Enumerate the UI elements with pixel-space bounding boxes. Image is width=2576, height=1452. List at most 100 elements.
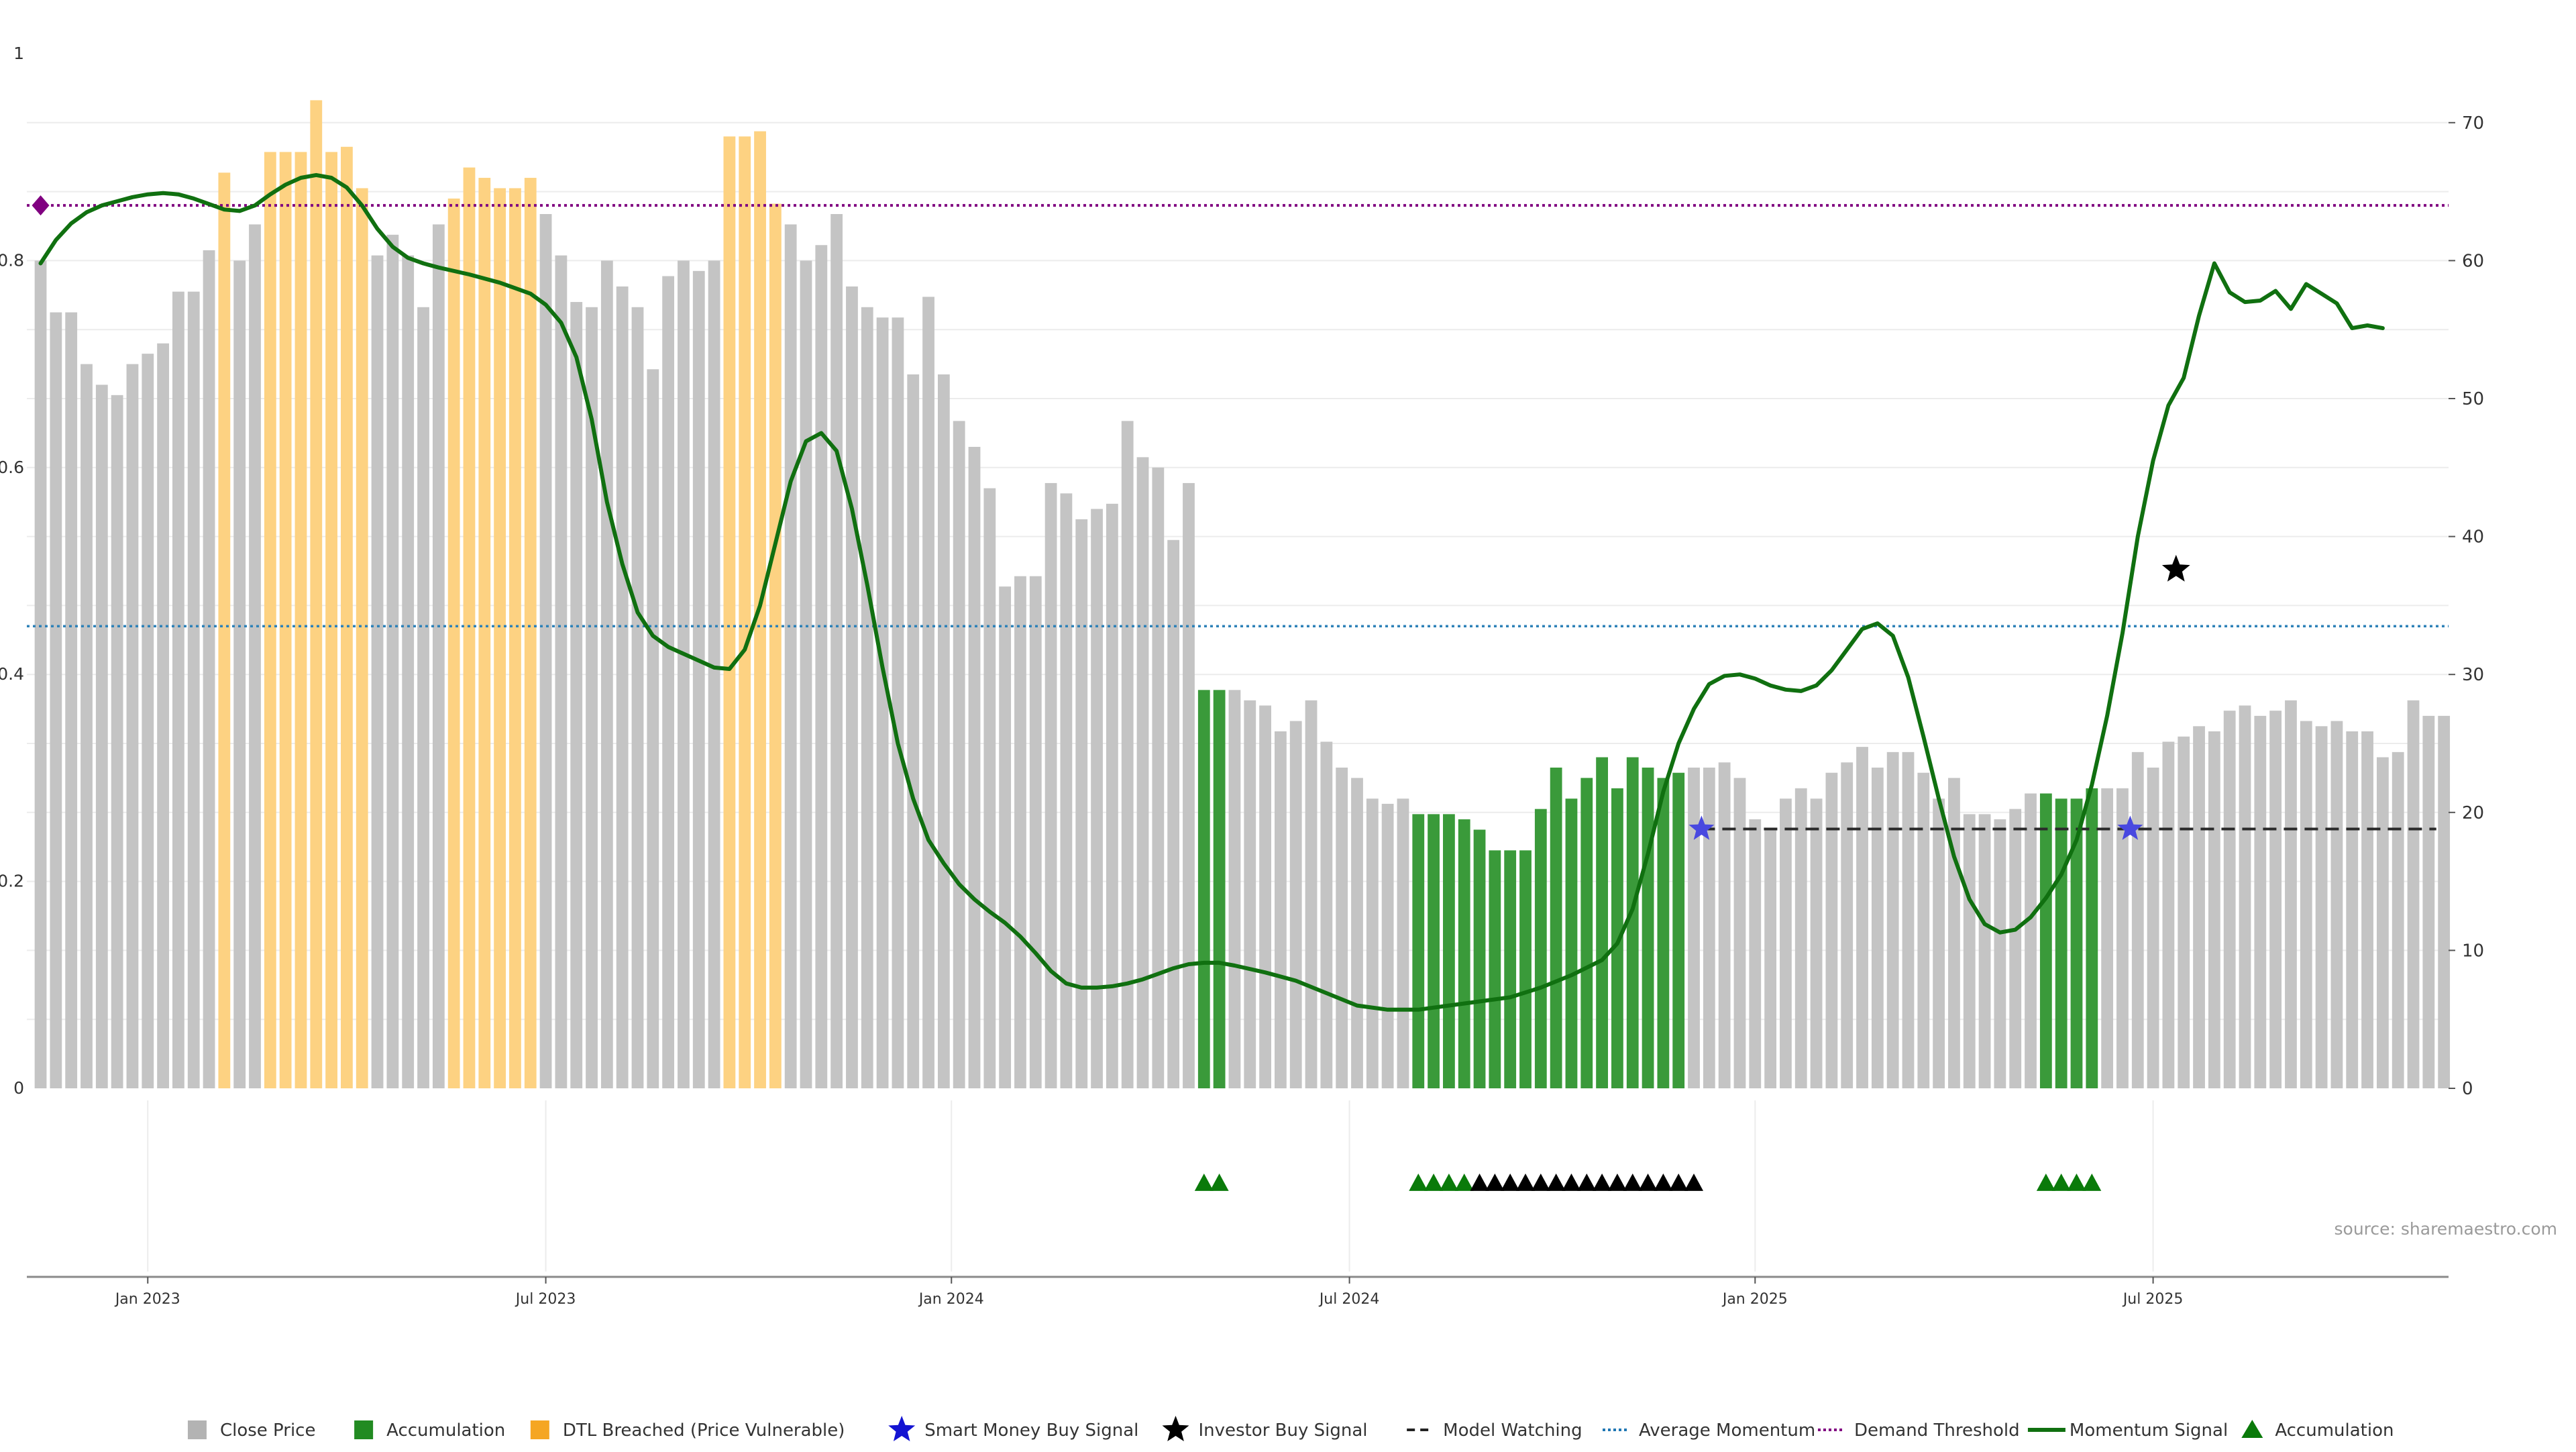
close-price-bar <box>1994 819 2006 1088</box>
close-price-bar <box>2025 793 2037 1088</box>
right-axis-tick-label: 0 <box>2462 1079 2473 1099</box>
legend-item: Close Price <box>187 1420 315 1441</box>
close-price-bar <box>2147 767 2159 1088</box>
close-price-bar <box>2116 788 2129 1088</box>
close-price-bar <box>1825 772 1838 1088</box>
close-price-bar <box>539 214 552 1088</box>
accumulation-marker-black <box>1501 1174 1520 1191</box>
close-price-bar <box>2361 731 2373 1088</box>
close-price-bar <box>1336 767 1348 1088</box>
close-price-bar <box>1397 798 1409 1088</box>
close-price-bar <box>631 307 644 1088</box>
right-axis-tick-label: 60 <box>2462 251 2484 271</box>
accumulation-marker-black <box>1623 1174 1642 1191</box>
close-price-bar <box>1183 482 1195 1088</box>
close-price-bar <box>233 260 246 1088</box>
close-price-bar <box>2438 715 2451 1088</box>
close-price-bar <box>1259 705 1271 1088</box>
close-price-bar <box>616 286 629 1089</box>
close-price-bar <box>2131 751 2144 1088</box>
accumulation-bar <box>1642 767 1654 1088</box>
close-price-bar <box>1106 503 1118 1088</box>
accumulation-marker-black <box>1669 1174 1688 1191</box>
close-price-bar <box>1152 467 1165 1088</box>
dtl-breached-bar <box>279 152 292 1089</box>
legend-label: Investor Buy Signal <box>1199 1420 1368 1441</box>
source-note: source: sharemaestro.com <box>2334 1219 2558 1239</box>
legend-label: Average Momentum <box>1639 1420 1815 1441</box>
close-price-bar <box>65 312 78 1088</box>
close-price-bar <box>2269 711 2282 1088</box>
close-price-bar <box>922 297 934 1088</box>
close-price-bar <box>1871 767 1884 1088</box>
close-price-bar <box>2239 705 2251 1088</box>
accumulation-bar <box>2055 798 2068 1088</box>
close-price-bar <box>861 307 873 1088</box>
legend-triangle-icon <box>2241 1420 2263 1438</box>
close-price-bar <box>1856 747 1868 1088</box>
close-price-bar <box>1978 814 1991 1088</box>
right-axis-tick-label: 30 <box>2462 665 2484 685</box>
accumulation-marker-green <box>2036 1174 2055 1191</box>
accumulation-bar <box>2086 788 2098 1088</box>
accumulation-bar <box>1428 814 1440 1088</box>
legend-item: Accumulation <box>2241 1420 2394 1441</box>
close-price-bar <box>172 291 184 1088</box>
close-price-bar <box>2315 726 2328 1088</box>
accumulation-bar <box>1473 829 1486 1088</box>
close-price-bar <box>1917 772 1930 1088</box>
close-price-bar <box>1289 721 1302 1088</box>
close-price-bar <box>432 224 445 1089</box>
close-price-bar <box>570 302 583 1089</box>
accumulation-bar <box>1458 819 1470 1088</box>
accumulation-bar <box>1565 798 1578 1088</box>
indicator-lines <box>27 172 2449 1012</box>
close-price-bar <box>2162 741 2175 1088</box>
close-price-bar <box>830 214 843 1088</box>
investor-buy-star <box>2161 554 2190 582</box>
accumulation-marker-green <box>1439 1174 1458 1191</box>
close-price-bar <box>50 312 62 1088</box>
left-axis-tick-label: 0.2 <box>0 872 24 891</box>
close-price-bar <box>1841 762 1854 1088</box>
close-price-bar <box>2300 721 2312 1088</box>
x-axis-tick-label: Jul 2024 <box>1318 1291 1380 1308</box>
close-price-bar <box>2208 731 2220 1088</box>
legend-swatch <box>187 1420 207 1439</box>
close-price-bar <box>95 384 108 1089</box>
close-price-bar <box>80 364 93 1088</box>
right-axis-tick-label: 20 <box>2462 803 2484 823</box>
legend-item: Average Momentum <box>1603 1420 1815 1441</box>
close-price-bar <box>2193 726 2205 1088</box>
dtl-breached-bar <box>723 136 736 1089</box>
accumulation-marker-black <box>1577 1174 1597 1191</box>
accumulation-bar <box>1197 690 1210 1088</box>
legend-label: Demand Threshold <box>1854 1420 2020 1441</box>
dtl-breached-bar <box>739 136 751 1089</box>
close-price-bar <box>1764 829 1777 1088</box>
x-axis-tick-label: Jan 2024 <box>918 1291 984 1308</box>
close-price-bar <box>1366 798 1379 1088</box>
accumulation-marker-green <box>2082 1174 2102 1191</box>
close-price-bar <box>692 270 705 1088</box>
close-price-bar <box>2376 757 2389 1088</box>
close-price-bar <box>1749 819 1762 1088</box>
close-price-bar <box>1274 731 1287 1088</box>
dtl-breached-bar <box>218 172 231 1089</box>
close-price-bar <box>1733 778 1746 1088</box>
legend-star-icon <box>1162 1416 1189 1441</box>
dtl-breached-bar <box>463 167 476 1088</box>
right-axis-tick-label: 50 <box>2462 389 2484 409</box>
close-price-bar <box>1167 539 1180 1088</box>
close-price-bar <box>1305 700 1318 1088</box>
close-price-bar <box>784 224 797 1089</box>
accumulation-bar <box>1611 788 1623 1088</box>
demand-threshold-marker <box>32 195 50 216</box>
close-price-bar <box>983 488 996 1088</box>
dtl-breached-bar <box>447 198 460 1088</box>
legend-label: DTL Breached (Price Vulnerable) <box>563 1420 845 1441</box>
signal-markers <box>1688 554 2190 840</box>
accumulation-marker-green <box>1424 1174 1444 1191</box>
legend-label: Momentum Signal <box>2070 1420 2228 1441</box>
